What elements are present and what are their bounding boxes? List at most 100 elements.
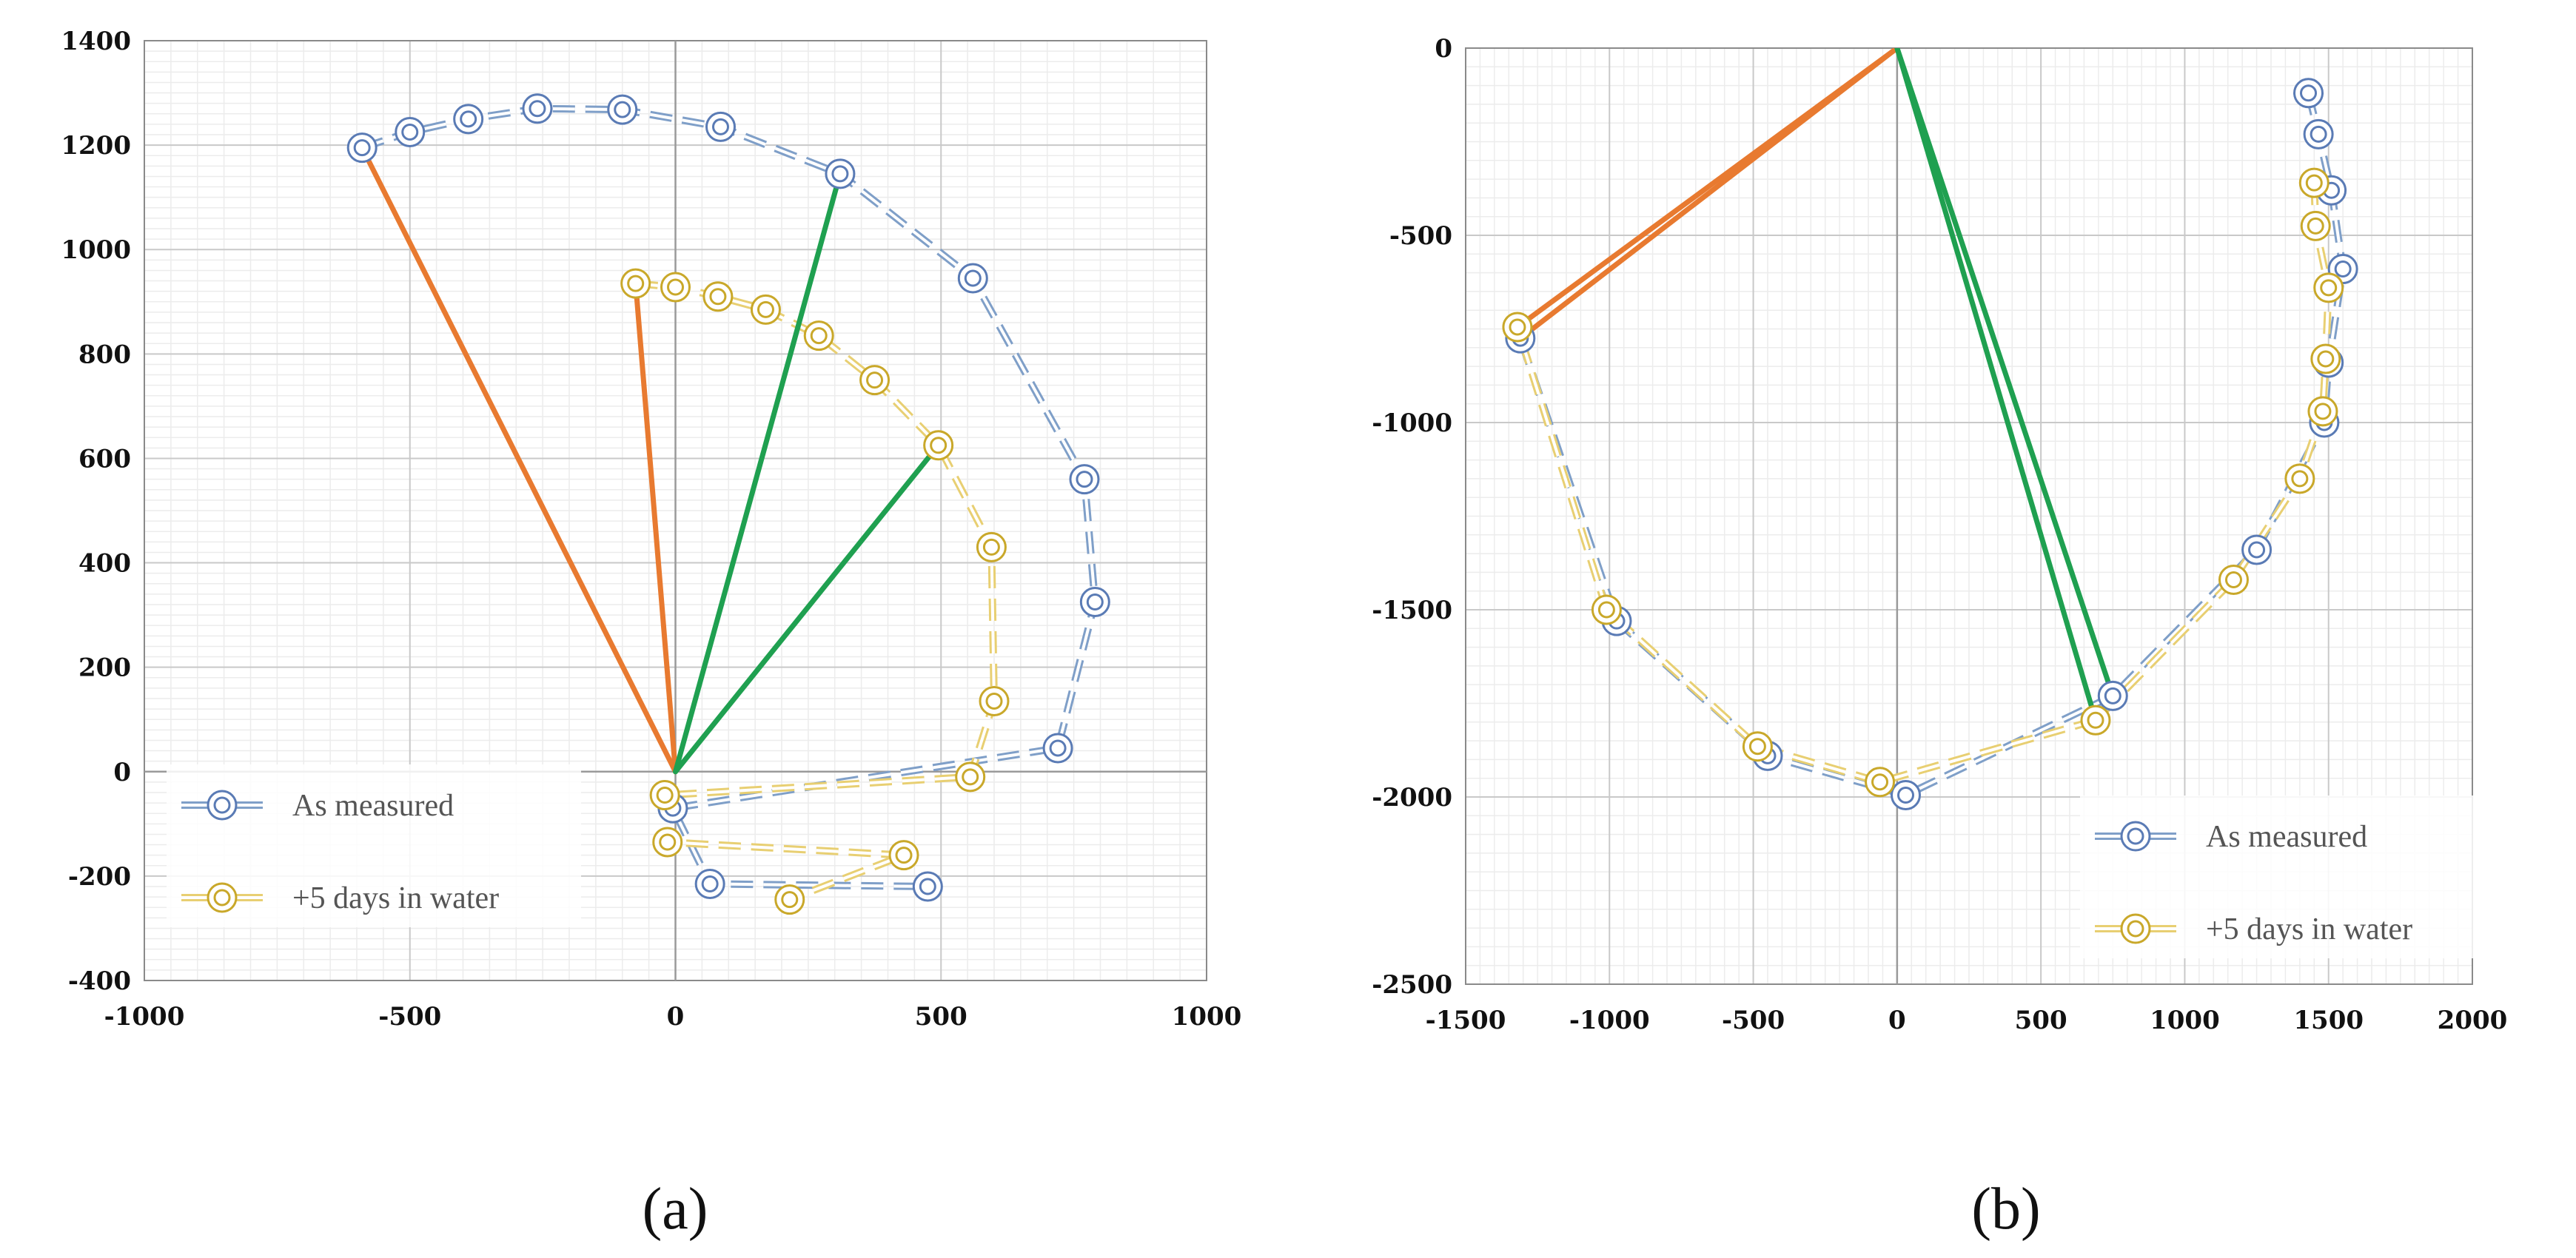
chart-a-series-plus-5-days-point — [654, 828, 682, 856]
chart-b-series-plus-5-days-point — [2312, 345, 2340, 373]
chart-b-x-tick-label: 2000 — [2438, 1006, 2508, 1035]
chart-b-legend-swatch-marker — [2121, 915, 2150, 943]
chart-a-series-plus-5-days-point — [980, 687, 1008, 716]
chart-b-legend-item: As measured — [2095, 820, 2367, 854]
figure: -1000 -500 0 500 1000 -400-20002004006008001… — [0, 0, 2576, 1258]
chart-a-y-tick-label: -400 — [68, 966, 131, 996]
chart-a-green-vector — [676, 174, 840, 772]
chart-a-y-tick-label: 0 — [113, 758, 131, 787]
chart-a-series-as-measured-point — [913, 872, 942, 901]
chart-b-x-tick-label: 500 — [2015, 1006, 2067, 1035]
chart-a-series-as-measured-point — [826, 160, 854, 188]
chart-b-legend-label: As measured — [2206, 820, 2367, 854]
chart-a-series-plus-5-days-point — [890, 841, 918, 870]
chart-a-series-plus-5-days-point — [662, 273, 690, 301]
chart-a-y-tick-labels: -400 -200 0 200 400 600 800 1000 1200 1400 — [61, 27, 131, 996]
chart-b-series-plus-5-days-point — [1866, 768, 1894, 796]
chart-b-y-tick-label: -2500 — [1372, 970, 1452, 1000]
chart-b-markers — [1503, 79, 2357, 810]
chart-b-y-tick-label: -500 — [1389, 221, 1452, 251]
chart-b-series-plus-5-days-point — [1592, 596, 1620, 624]
chart-b-y-tick-label: -1500 — [1372, 596, 1452, 625]
chart-a-caption: (a) — [643, 1177, 708, 1242]
chart-b-x-tick-label: -1000 — [1569, 1006, 1650, 1035]
chart-a-y-tick-label: 400 — [78, 549, 131, 579]
chart-a-x-tick-labels: -1000 -500 0 500 1000 — [104, 1002, 1242, 1032]
chart-b-green-vector — [1897, 48, 2113, 696]
chart-a-series-as-measured-point — [523, 95, 551, 123]
chart-b-y-tick-labels: 0 -500 -1000 -1500 -2000 -2500 — [1372, 34, 1452, 1000]
chart-a-series-as-measured-point — [1081, 588, 1109, 616]
chart-a-x-tick-label: 1000 — [1172, 1002, 1242, 1032]
chart-a-series-plus-5-days-point — [956, 763, 985, 791]
chart-a-y-tick-label: 800 — [78, 340, 131, 369]
chart-b-series-as-measured-point — [2099, 682, 2127, 710]
chart-b-plot-area — [1503, 48, 2357, 809]
chart-a-series-plus-5-days-point — [704, 283, 732, 311]
chart-b-series-plus-5-days-point — [2315, 274, 2343, 302]
chart-a-legend-item: +5 days in water — [181, 881, 499, 915]
chart-b-series-plus-5-days-point — [1503, 313, 1532, 341]
chart-a-legend: As measured +5 days in water — [167, 764, 581, 927]
chart-a: -1000 -500 0 500 1000 -400 -200 0 200 400 600 800 1… — [61, 27, 1241, 1242]
chart-a-x-tick-label: 500 — [915, 1002, 967, 1032]
chart-b-x-tick-labels: -1500 -1000 -500 0 500 1000 1500 2000 — [1426, 1006, 2508, 1035]
chart-b-legend: As measured +5 days in water — [2080, 796, 2495, 958]
chart-b-series-as-measured-point — [2295, 79, 2323, 107]
chart-b-caption: (b) — [1971, 1177, 2040, 1242]
chart-b-series-as-measured-point — [2243, 536, 2271, 564]
chart-b-series-plus-5-days-point — [2300, 169, 2328, 197]
chart-a-series-as-measured-point — [706, 112, 734, 141]
chart-a-legend-swatch-marker — [208, 791, 236, 819]
chart-a-series-as-measured-point — [396, 118, 424, 146]
chart-a-x-tick-label: -1000 — [104, 1002, 185, 1032]
chart-a-y-tick-label: 1000 — [61, 235, 131, 265]
chart-a-series-as-measured-point — [455, 105, 483, 133]
chart-a-y-tick-label: 200 — [78, 653, 131, 683]
chart-a-series-plus-5-days-point — [977, 533, 1005, 561]
chart-b-x-tick-label: 1500 — [2293, 1006, 2364, 1035]
chart-a-legend-label: +5 days in water — [292, 881, 499, 915]
chart-b-y-tick-label: -1000 — [1372, 408, 1452, 438]
chart-a-series-as-measured-point — [608, 95, 637, 124]
chart-b-orange-vector — [1517, 48, 1897, 327]
chart-b-legend-swatch-marker — [2121, 822, 2150, 850]
chart-a-series-as-measured-point — [696, 870, 724, 898]
chart-b-x-tick-label: -1500 — [1426, 1006, 1506, 1035]
chart-b-series-plus-5-days-point — [2219, 566, 2247, 594]
chart-a-series-plus-5-days-point — [925, 431, 953, 460]
chart-b-x-tick-label: 1000 — [2150, 1006, 2220, 1035]
chart-a-series-plus-5-days-point — [776, 886, 804, 914]
chart-a-series-plus-5-days-point — [651, 781, 679, 810]
chart-b-series-plus-5-days-point — [2301, 212, 2330, 240]
chart-a-x-tick-label: -500 — [378, 1002, 441, 1032]
chart-b-series-plus-5-days-point — [2309, 397, 2337, 426]
chart-a-y-tick-label: 1200 — [61, 131, 131, 161]
chart-b-legend-item: +5 days in water — [2095, 912, 2412, 946]
chart-a-series-plus-5-days-point — [861, 366, 889, 394]
chart-b-legend-label: +5 days in water — [2206, 912, 2412, 946]
chart-a-series-as-measured-point — [1044, 734, 1072, 762]
chart-a-y-tick-label: 1400 — [61, 27, 131, 56]
chart-b: -1500 -1000 -500 0 500 1000 1500 2000 0 -500 -100… — [1372, 34, 2507, 1242]
chart-b-x-tick-label: -500 — [1722, 1006, 1785, 1035]
chart-a-legend-item: As measured — [181, 789, 454, 823]
chart-a-legend-label: As measured — [292, 789, 454, 823]
chart-b-green-vector — [1897, 48, 2096, 720]
chart-a-series-as-measured-point — [348, 134, 376, 162]
chart-a-series-as-measured-point — [1070, 465, 1099, 494]
chart-b-y-tick-label: -2000 — [1372, 783, 1452, 813]
chart-a-series-plus-5-days-point — [751, 295, 779, 323]
chart-a-y-tick-label: -200 — [68, 862, 131, 892]
chart-b-x-tick-label: 0 — [1888, 1006, 1906, 1035]
chart-a-y-tick-label: 600 — [78, 444, 131, 474]
chart-b-series-plus-5-days-point — [1743, 733, 1771, 761]
chart-a-series-plus-5-days-point — [622, 269, 650, 297]
chart-b-series-as-measured-point — [2304, 120, 2332, 148]
chart-a-x-tick-label: 0 — [667, 1002, 685, 1032]
chart-b-y-tick-label: 0 — [1435, 34, 1452, 64]
chart-a-series-plus-5-days-point — [805, 322, 833, 350]
chart-a-legend-swatch-marker — [208, 884, 236, 912]
chart-b-series-as-measured-point — [1892, 781, 1920, 809]
chart-a-green-vector — [676, 445, 939, 772]
